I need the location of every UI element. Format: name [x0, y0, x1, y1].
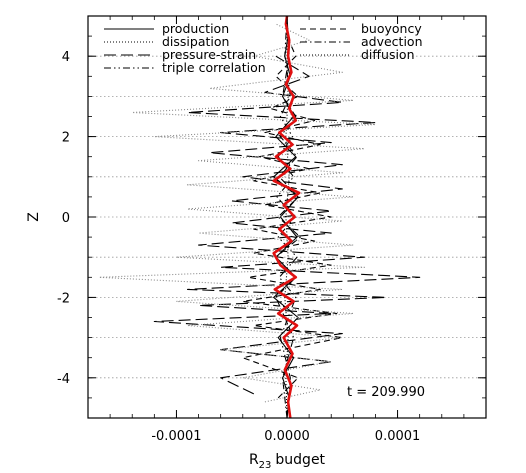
x-axis-label: R23 budget	[249, 452, 326, 471]
series-line-highlighted	[272, 15, 301, 419]
legend-label: dissipation	[162, 34, 229, 49]
y-tick-label: 2	[62, 131, 70, 146]
y-axis-label: Z	[26, 212, 42, 222]
x-axis-label-subscript: 23	[259, 460, 272, 471]
x-tick-label: -0.0001	[151, 429, 201, 444]
x-tick-label: 0.0000	[264, 429, 310, 444]
axis-ticks: -0.0001 0.0000 0.0001 -4 -2 0 2 4	[57, 15, 487, 444]
series-line-diffusion	[98, 23, 376, 403]
series-line-buoyoncy	[242, 35, 343, 399]
legend-label: pressure-strain	[162, 47, 256, 62]
legend: productiondissipationpressure-straintrip…	[104, 21, 423, 75]
x-tick-label: 0.0001	[375, 429, 421, 444]
y-tick-label: -4	[57, 372, 70, 387]
legend-label: diffusion	[361, 47, 415, 62]
x-axis-label-symbol: R	[249, 452, 259, 468]
legend-label: advection	[361, 34, 423, 49]
x-axis-label-text: budget	[275, 452, 325, 468]
y-tick-label: 4	[62, 50, 70, 65]
time-annotation: t = 209.990	[347, 385, 425, 400]
legend-label: production	[162, 21, 229, 36]
legend-label: triple correlation	[162, 60, 266, 75]
legend-label: buoyoncy	[361, 21, 422, 36]
y-tick-label: 0	[62, 211, 70, 226]
y-tick-label: -2	[57, 291, 70, 306]
series-layer	[98, 15, 421, 419]
